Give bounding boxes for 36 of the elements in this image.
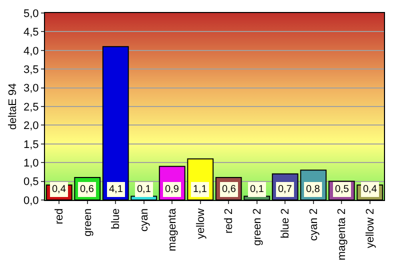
y-tick-label: 3,0 [24, 82, 39, 95]
x-tick-label: green 2 [251, 208, 264, 246]
y-tick-label: 2,0 [24, 120, 39, 132]
data-label: 0,4 [52, 184, 66, 195]
y-tick-label: 4,5 [24, 26, 39, 39]
y-tick-label: 0,0 [24, 194, 39, 207]
x-tick-label: green [82, 208, 94, 237]
y-tick-label: 4,0 [24, 45, 39, 58]
data-label: 0,9 [165, 184, 180, 195]
y-tick-label: 5,0 [24, 8, 39, 20]
data-label: 0,7 [278, 184, 292, 195]
y-tick-label: 1,0 [24, 157, 39, 170]
data-label: 0,5 [335, 184, 350, 195]
y-tick-label: 0,5 [24, 176, 39, 188]
data-label: 0,8 [306, 184, 320, 195]
y-tick-label: 3,5 [24, 64, 39, 76]
x-tick-label: blue 2 [280, 208, 292, 238]
data-label: 0,6 [80, 184, 94, 195]
data-label: 0,1 [137, 184, 152, 195]
y-tick-label: 2,5 [24, 101, 39, 114]
data-label: 0,6 [222, 184, 236, 195]
y-tick-label: 1,5 [24, 138, 39, 151]
x-tick-label: cyan 2 [308, 208, 320, 241]
data-label: 1,1 [193, 184, 208, 195]
data-label: 0,1 [250, 184, 264, 195]
data-label: 4,1 [109, 184, 124, 195]
x-tick-label: blue [110, 208, 122, 230]
x-tick-label: cyan [138, 208, 150, 232]
y-axis-title: deltaE 94 [7, 83, 20, 130]
x-tick-label: red [54, 208, 66, 224]
x-tick-label: yellow [194, 208, 207, 239]
x-tick-label: magenta [166, 208, 179, 252]
x-tick-label: magenta 2 [336, 208, 348, 260]
x-tick-label: yellow 2 [364, 208, 376, 248]
data-label: 0,4 [363, 184, 378, 195]
x-tick-label: red 2 [223, 208, 236, 234]
